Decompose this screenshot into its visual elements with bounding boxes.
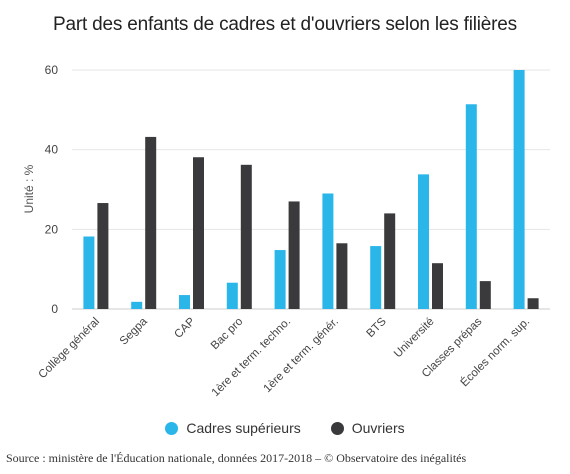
legend-label-cadres: Cadres supérieurs bbox=[186, 420, 301, 436]
legend-swatch-ouvriers bbox=[330, 421, 344, 435]
x-tick-label: CAP bbox=[172, 315, 197, 340]
y-tick-label: 0 bbox=[51, 302, 58, 316]
source-note: Source : ministère de l'Éducation nation… bbox=[6, 451, 467, 465]
bar-cadres[interactable] bbox=[370, 246, 382, 309]
y-axis-label: Unité : % bbox=[22, 164, 36, 213]
y-tick-label: 40 bbox=[45, 143, 59, 157]
x-tick-label: Bac pro bbox=[209, 316, 246, 353]
legend-item-cadres[interactable]: Cadres supérieurs bbox=[165, 420, 301, 436]
y-tick-label: 20 bbox=[45, 222, 59, 236]
x-tick-label: Segpa bbox=[118, 315, 150, 347]
bars bbox=[83, 70, 539, 309]
bar-ouvriers[interactable] bbox=[145, 136, 157, 309]
legend-swatch-cadres bbox=[165, 421, 179, 435]
bar-ouvriers[interactable] bbox=[193, 157, 204, 309]
bar-ouvriers[interactable] bbox=[432, 263, 443, 309]
bar-cadres[interactable] bbox=[274, 250, 286, 309]
bar-ouvriers[interactable] bbox=[479, 281, 491, 309]
bar-ouvriers[interactable] bbox=[384, 213, 396, 309]
y-tick-label: 60 bbox=[45, 63, 59, 77]
bar-ouvriers[interactable] bbox=[288, 201, 300, 309]
bar-cadres[interactable] bbox=[513, 70, 525, 309]
legend-item-ouvriers[interactable]: Ouvriers bbox=[330, 420, 405, 436]
bar-cadres[interactable] bbox=[418, 174, 429, 309]
legend-label-ouvriers: Ouvriers bbox=[351, 420, 405, 436]
x-tick-label: BTS bbox=[365, 315, 390, 340]
bar-cadres[interactable] bbox=[179, 295, 190, 309]
x-tick-label: 1ère et term. techno. bbox=[210, 316, 294, 400]
x-tick-label: Collège général bbox=[37, 316, 102, 381]
grid-lines bbox=[72, 69, 550, 310]
bar-cadres[interactable] bbox=[83, 236, 95, 309]
bar-cadres[interactable] bbox=[226, 282, 238, 309]
bar-cadres[interactable] bbox=[322, 193, 334, 309]
bar-cadres[interactable] bbox=[465, 104, 477, 309]
bar-ouvriers[interactable] bbox=[527, 298, 539, 309]
y-axis-ticks: 0 20 40 60 bbox=[45, 63, 59, 316]
bar-cadres[interactable] bbox=[131, 301, 143, 309]
bar-ouvriers[interactable] bbox=[336, 243, 348, 309]
bar-ouvriers[interactable] bbox=[97, 203, 109, 309]
chart-title: Part des enfants de cadres et d'ouvriers… bbox=[53, 14, 517, 35]
legend: Cadres supérieurs Ouvriers bbox=[0, 420, 570, 436]
bar-ouvriers[interactable] bbox=[240, 164, 252, 309]
x-tick-label: Université bbox=[392, 316, 437, 361]
